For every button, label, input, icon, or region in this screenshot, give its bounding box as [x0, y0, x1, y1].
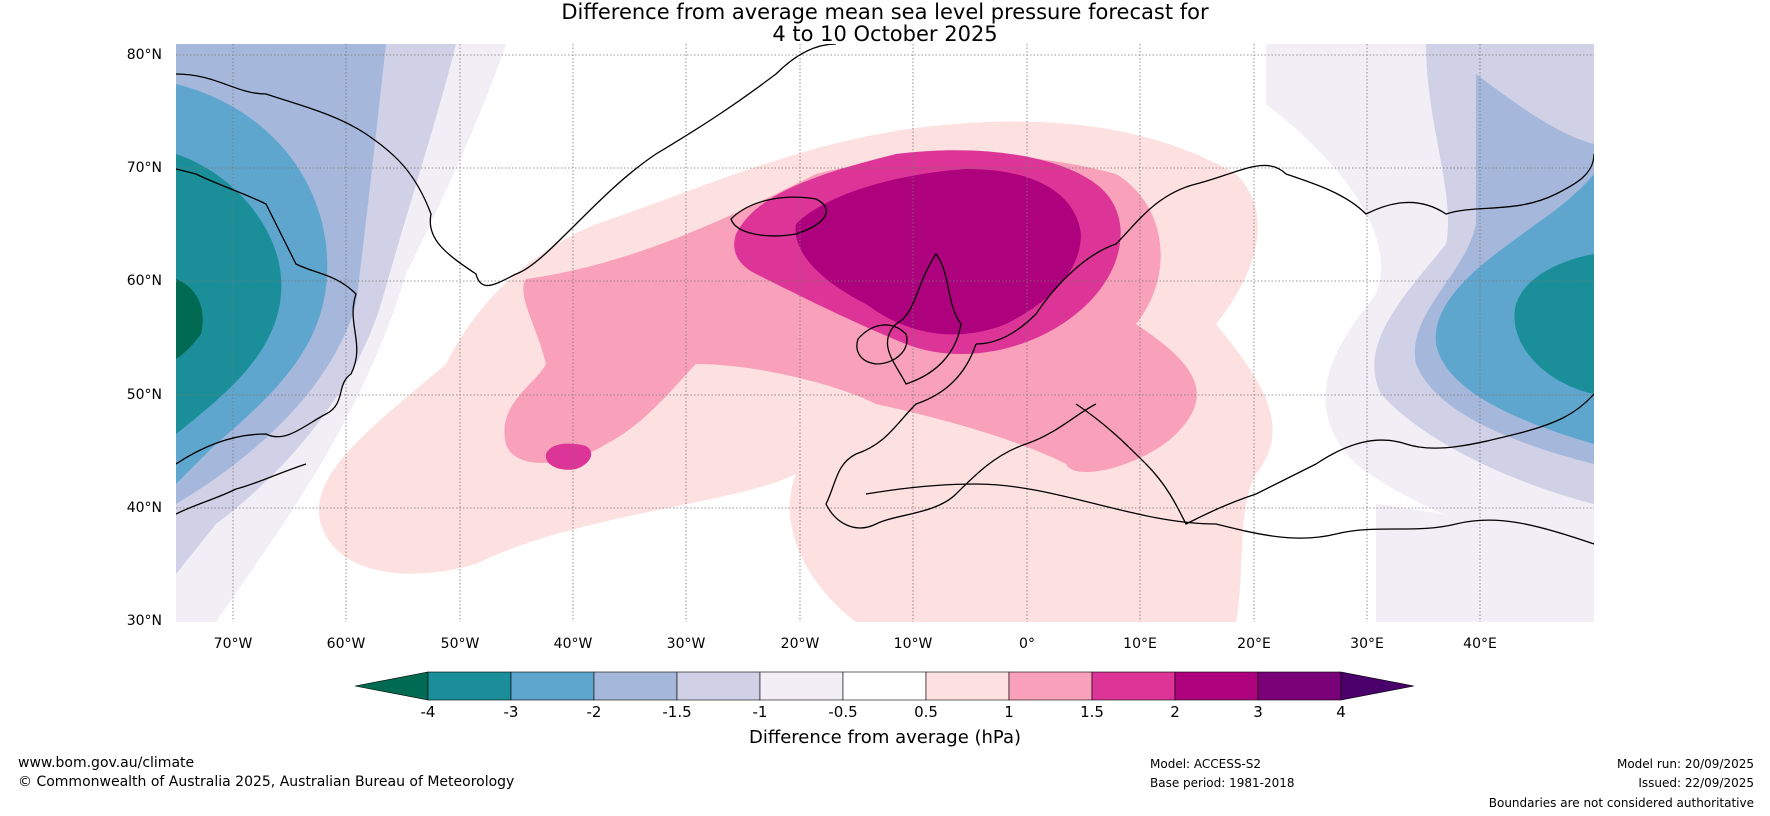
colorbar-tick: -1 [752, 703, 768, 721]
lat-label-40n: 40°N [126, 500, 162, 516]
colorbar-segment [759, 671, 844, 701]
negative-anomaly-west [176, 44, 506, 622]
colorbar-segment [427, 671, 512, 701]
lon-label-20e: 20°E [1237, 636, 1271, 652]
model-run-text: Model run: 20/09/2025 [1616, 757, 1754, 771]
lat-label-30n: 30°N [126, 613, 162, 629]
map-panel [176, 44, 1594, 622]
colorbar-extend-low [354, 671, 429, 701]
colorbar-segment [676, 671, 761, 701]
chart-title-line1: Difference from average mean sea level p… [561, 0, 1209, 24]
coastlines [176, 44, 1594, 545]
lon-label-40e: 40°E [1463, 636, 1497, 652]
colorbar-tick: 4 [1336, 703, 1346, 721]
lon-label-10w: 10°W [893, 636, 933, 652]
colorbar-tick: 3 [1253, 703, 1263, 721]
base-period-text: Base period: 1981-2018 [1150, 776, 1295, 790]
lat-label-60n: 60°N [126, 273, 162, 289]
lon-label-40w: 40°W [553, 636, 593, 652]
colorbar-extend-high [1340, 671, 1415, 701]
lon-label-50w: 50°W [440, 636, 480, 652]
lon-label-20w: 20°W [780, 636, 820, 652]
lat-label-50n: 50°N [126, 387, 162, 403]
colorbar-segment [510, 671, 595, 701]
colorbar-segment [925, 671, 1010, 701]
colorbar-tick: -2 [586, 703, 602, 721]
colorbar-segment [842, 671, 927, 701]
colorbar-tick: 2 [1170, 703, 1180, 721]
anomaly-map [176, 44, 1594, 622]
lon-label-30w: 30°W [666, 636, 706, 652]
colorbar [354, 671, 1415, 701]
colorbar-segment [1008, 671, 1093, 701]
lat-label-70n: 70°N [126, 160, 162, 176]
lon-label-0: 0° [1019, 636, 1035, 652]
colorbar-segment [593, 671, 678, 701]
colorbar-segment [1257, 671, 1342, 701]
colorbar-tick: -1.5 [662, 703, 692, 721]
copyright-text: © Commonwealth of Australia 2025, Austra… [18, 774, 515, 790]
colorbar-tick: 1 [1004, 703, 1014, 721]
colorbar-tick: 0.5 [914, 703, 938, 721]
lat-label-80n: 80°N [126, 47, 162, 63]
colorbar-tick: 1.5 [1080, 703, 1104, 721]
negative-anomaly-southeast [1376, 504, 1594, 622]
positive-anomaly [318, 121, 1273, 622]
lon-label-30e: 30°E [1350, 636, 1384, 652]
chart-title-line2: 4 to 10 October 2025 [772, 22, 998, 46]
negative-anomaly-east [1266, 44, 1594, 564]
model-text: Model: ACCESS-S2 [1150, 757, 1262, 771]
lon-label-60w: 60°W [326, 636, 366, 652]
colorbar-segment [1174, 671, 1259, 701]
lon-label-70w: 70°W [213, 636, 253, 652]
website-text: www.bom.gov.au/climate [18, 755, 195, 771]
colorbar-tick: -4 [420, 703, 436, 721]
disclaimer-text: Boundaries are not considered authoritat… [1488, 796, 1754, 810]
colorbar-tick: -0.5 [828, 703, 858, 721]
issued-text: Issued: 22/09/2025 [1638, 776, 1754, 790]
colorbar-label: Difference from average (hPa) [748, 727, 1022, 748]
lon-label-10e: 10°E [1123, 636, 1157, 652]
colorbar-tick: -3 [503, 703, 519, 721]
colorbar-segment [1091, 671, 1176, 701]
